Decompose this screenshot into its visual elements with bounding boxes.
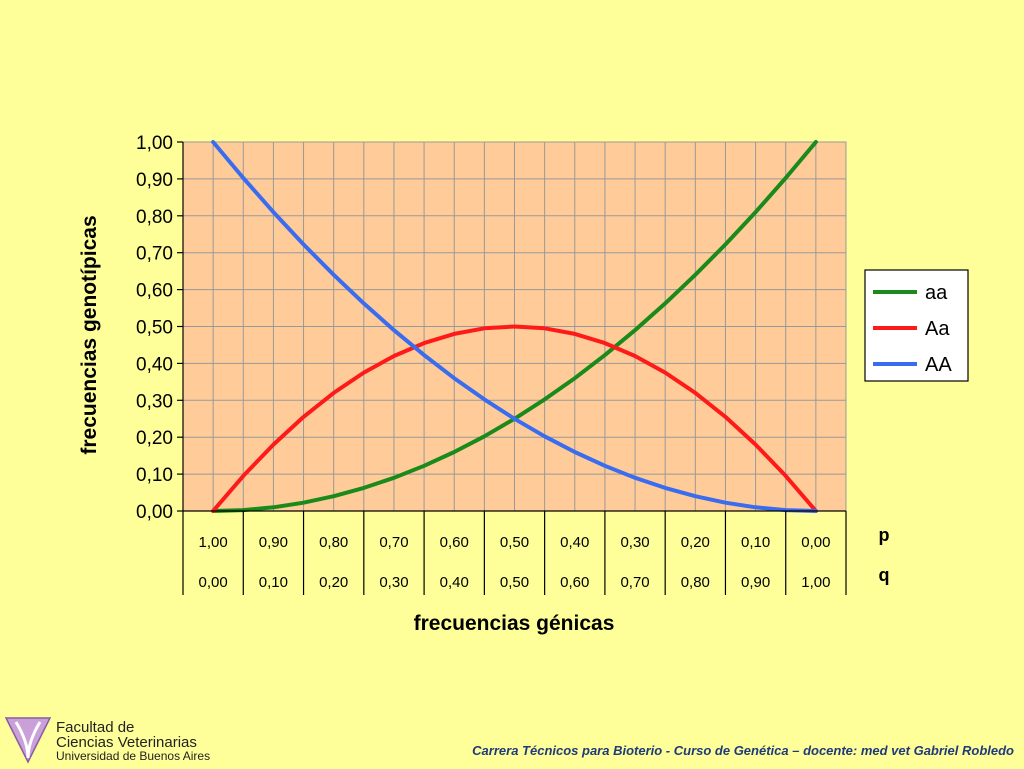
- x-tick-label: 0,40: [440, 574, 469, 591]
- x-tick-label: 0,80: [681, 574, 710, 591]
- x-tick-label: 0,00: [199, 574, 228, 591]
- y-tick-label: 0,20: [136, 428, 173, 449]
- series-line-Aa: [211, 324, 818, 513]
- y-tick-label: 0,00: [136, 502, 173, 523]
- x-tick-label: 0,60: [440, 534, 469, 551]
- faculty-logo: Facultad de Ciencias Veterinarias Univer…: [4, 712, 214, 764]
- y-tick-label: 0,90: [136, 170, 173, 191]
- logo-line-1: Facultad de: [56, 719, 135, 736]
- series-layer: [211, 140, 818, 513]
- legend-label-AA: AA: [925, 354, 952, 376]
- legend-label-aa: aa: [925, 282, 948, 304]
- x-tick-label: 0,30: [620, 534, 649, 551]
- x-tick-label: 0,80: [319, 534, 348, 551]
- x-tick-label: 0,00: [801, 534, 830, 551]
- x-axis-title: frecuencias génicas: [414, 612, 615, 635]
- x-tick-label: 1,00: [801, 574, 830, 591]
- legend-label-Aa: Aa: [925, 318, 950, 340]
- y-tick-label: 1,00: [136, 133, 173, 154]
- x-tick-label: 0,70: [379, 534, 408, 551]
- x-tick-label: 0,50: [500, 534, 529, 551]
- y-tick-label: 0,10: [136, 465, 173, 486]
- x-tick-label: 0,90: [741, 574, 770, 591]
- x-tick-label: 1,00: [199, 534, 228, 551]
- x-tick-label: 0,20: [319, 574, 348, 591]
- y-tick-label: 0,50: [136, 318, 173, 339]
- x-tick-label: 0,10: [259, 574, 288, 591]
- y-tick-label: 0,30: [136, 391, 173, 412]
- logo-line-2: Ciencias Veterinarias: [56, 734, 197, 751]
- x-tick-label: 0,50: [500, 574, 529, 591]
- y-tick-label: 0,70: [136, 244, 173, 265]
- y-tick-label: 0,60: [136, 281, 173, 302]
- y-tick-label: 0,80: [136, 207, 173, 228]
- series-line-AA: [211, 140, 818, 513]
- x-tick-label: 0,30: [379, 574, 408, 591]
- x-tick-table: 1,00 0,90 0,80 0,70 0,60 0,50 0,40 0,30 0,20 0,10…: [182, 511, 890, 595]
- x-tick-label: 0,90: [259, 534, 288, 551]
- axes: [177, 141, 846, 512]
- footer-credit: Carrera Técnicos para Bioterio - Curso d…: [472, 743, 1014, 758]
- logo-line-3: Universidad de Buenos Aires: [56, 749, 211, 763]
- x-tick-label: 0,60: [560, 574, 589, 591]
- y-tick-labels: 0,00 0,10 0,20 0,30 0,40 0,50 0,60 0,70 0,80 0,90…: [136, 133, 173, 523]
- x-row-label-q: q: [879, 565, 890, 585]
- y-axis-title: frecuencias genotípicas: [78, 215, 101, 454]
- x-tick-label: 0,40: [560, 534, 589, 551]
- y-tick-label: 0,40: [136, 354, 173, 375]
- x-tick-label: 0,70: [620, 574, 649, 591]
- x-tick-label: 0,20: [681, 534, 710, 551]
- x-row-label-p: p: [879, 525, 890, 545]
- legend: aa Aa AA: [864, 269, 969, 382]
- vet-faculty-emblem-icon: [4, 717, 52, 764]
- x-tick-label: 0,10: [741, 534, 770, 551]
